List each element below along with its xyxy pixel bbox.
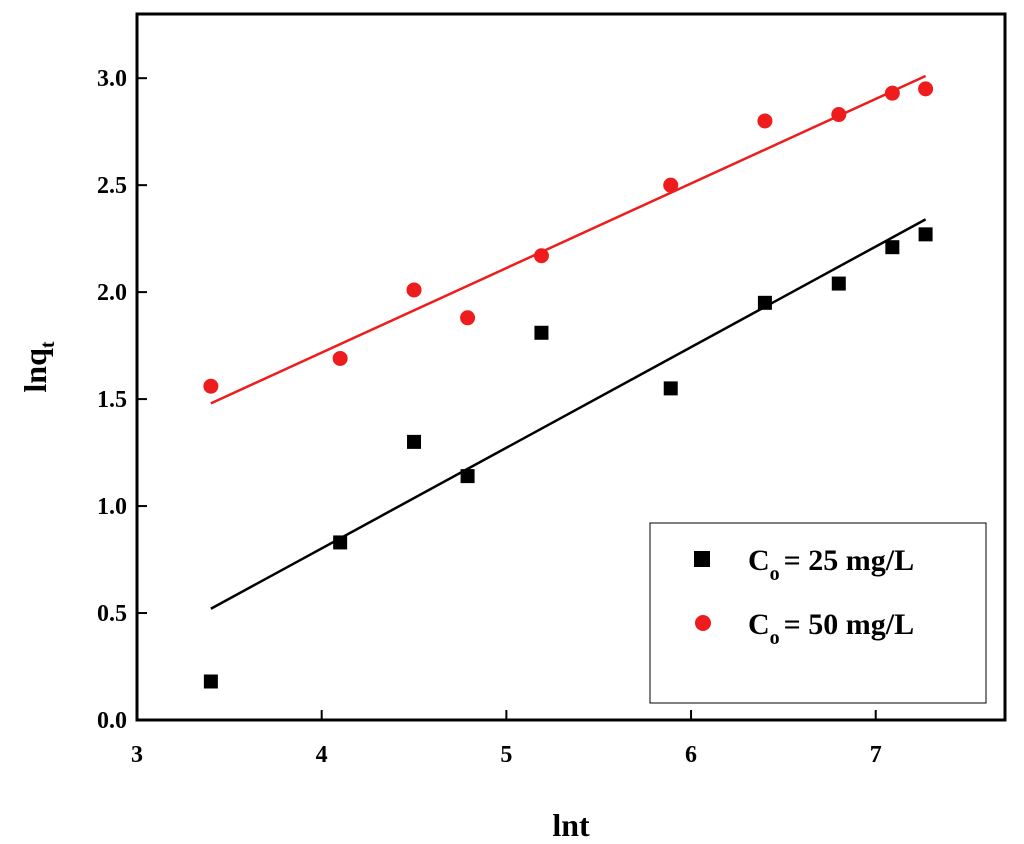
data-point-series-2 <box>533 248 549 264</box>
legend-label-series-2: Co = 50 mg/L <box>748 608 914 649</box>
data-points <box>203 81 934 689</box>
data-point-series-2 <box>918 81 934 97</box>
data-point-series-1 <box>333 535 348 550</box>
x-tick-label: 5 <box>500 742 512 768</box>
y-tick-label: 1.0 <box>97 494 127 520</box>
x-tick-label: 4 <box>316 742 328 768</box>
x-tick-label: 7 <box>870 742 882 768</box>
data-point-series-1 <box>663 381 678 396</box>
legend: Co = 25 mg/L Co = 50 mg/L <box>649 522 987 704</box>
y-tick-label: 0.0 <box>97 708 127 734</box>
data-point-series-2 <box>663 177 679 193</box>
legend-marker-series-1 <box>694 551 710 567</box>
data-point-series-1 <box>918 227 933 242</box>
legend-marker-series-2 <box>695 615 711 631</box>
data-point-series-2 <box>757 113 773 129</box>
data-point-series-2 <box>460 310 476 326</box>
data-point-series-1 <box>460 469 475 484</box>
fit-line-series-1 <box>210 218 927 610</box>
data-point-series-2 <box>406 282 422 298</box>
fit-lines <box>210 74 927 610</box>
y-tick-label: 2.0 <box>97 280 127 306</box>
data-point-series-1 <box>407 434 422 449</box>
legend-label-series-1: Co = 25 mg/L <box>748 544 914 585</box>
data-point-series-2 <box>332 350 348 366</box>
data-point-series-1 <box>534 325 549 340</box>
data-point-series-1 <box>885 240 900 255</box>
y-tick-label: 3.0 <box>97 66 127 92</box>
data-point-series-1 <box>831 276 846 291</box>
plot-frame <box>135 12 1007 722</box>
y-axis: 0.0 0.5 1.0 1.5 2.0 2.5 3.0 <box>97 66 147 734</box>
y-tick-label: 0.5 <box>97 601 127 627</box>
y-axis-title: lnqt <box>17 341 59 392</box>
y-tick-label: 1.5 <box>97 387 127 413</box>
fit-line-series-2 <box>210 74 927 405</box>
x-tick-label: 3 <box>131 742 143 768</box>
x-axis-title: lnt <box>552 807 590 843</box>
data-point-series-1 <box>757 295 772 310</box>
data-point-series-1 <box>203 674 218 689</box>
data-point-series-2 <box>203 378 219 394</box>
x-tick-label: 6 <box>685 742 697 768</box>
data-point-series-2 <box>831 107 847 123</box>
data-point-series-2 <box>884 85 900 101</box>
x-axis: 3 4 5 6 7 <box>131 710 882 768</box>
y-tick-label: 2.5 <box>97 173 127 199</box>
